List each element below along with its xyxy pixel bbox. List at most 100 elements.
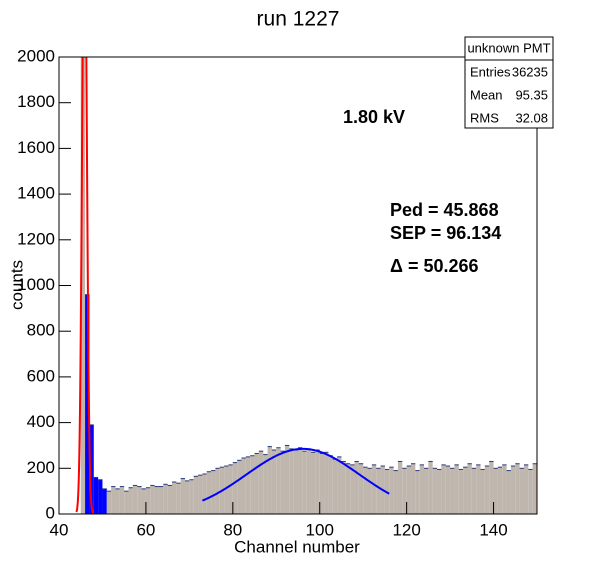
x-tick-label: 80 [223, 520, 242, 539]
bar [119, 486, 125, 514]
bar [276, 447, 281, 514]
bar [154, 486, 159, 514]
bar [232, 462, 238, 514]
stats-label: Mean [470, 87, 503, 102]
bar [493, 468, 498, 514]
y-tick-label: 0 [46, 503, 55, 522]
bar [176, 483, 181, 514]
bar [263, 454, 268, 514]
stats-value: 95.35 [515, 87, 548, 102]
bar [185, 480, 190, 514]
y-tick-label: 800 [27, 321, 55, 340]
bar [211, 470, 216, 514]
bar [102, 488, 107, 514]
bar [419, 464, 425, 514]
bar [324, 452, 329, 514]
bar [202, 474, 207, 514]
bar [437, 469, 442, 514]
bar [128, 487, 133, 514]
annotation: SEP = 96.134 [390, 223, 501, 243]
bar [80, 57, 86, 514]
x-tick-label: 60 [136, 520, 155, 539]
bar [328, 455, 333, 514]
bar [302, 451, 307, 514]
bar [528, 469, 533, 514]
bar [371, 464, 377, 514]
bar [467, 463, 472, 514]
bar [319, 453, 325, 514]
y-tick-label: 400 [27, 412, 55, 431]
bar [450, 468, 455, 514]
bar [337, 456, 342, 514]
bar [250, 455, 255, 514]
bar [189, 479, 194, 514]
stats-value: 36235 [512, 64, 548, 79]
stats-title: unknown PMT [467, 40, 550, 55]
x-tick-label: 140 [479, 520, 507, 539]
bar [132, 485, 138, 514]
bar [376, 468, 381, 514]
bar [293, 450, 298, 514]
bar [106, 491, 112, 514]
bar [489, 461, 494, 514]
bar [315, 450, 320, 514]
bar [415, 470, 420, 514]
bar [258, 451, 264, 514]
bar [145, 487, 151, 514]
bar [341, 461, 346, 514]
bar [171, 482, 177, 514]
annotation: Δ = 50.266 [390, 256, 479, 276]
bar [193, 476, 199, 514]
bar [458, 469, 464, 514]
bar [224, 466, 229, 514]
bar [245, 456, 251, 514]
bar [289, 448, 294, 514]
bar [424, 468, 429, 514]
stats-label: RMS [470, 110, 499, 125]
bar [532, 463, 537, 514]
bar [89, 424, 94, 514]
stats-box [464, 36, 554, 129]
bar [180, 478, 186, 514]
bar [476, 464, 481, 514]
bar [163, 484, 168, 514]
bar [137, 486, 142, 514]
bar [523, 464, 529, 514]
stats-value: 32.08 [515, 110, 548, 125]
bar [363, 467, 368, 514]
bar [111, 486, 116, 514]
bar [141, 488, 146, 514]
y-tick-label: 1200 [17, 229, 55, 248]
x-tick-label: 40 [50, 520, 69, 539]
bar [471, 468, 477, 514]
bar [406, 466, 411, 514]
bar [241, 458, 246, 514]
bar [463, 467, 468, 514]
bar [158, 486, 164, 514]
x-tick-label: 100 [306, 520, 334, 539]
bar [480, 469, 485, 514]
annotation: 1.80 kV [343, 107, 405, 127]
bar [267, 446, 272, 514]
bar [206, 471, 212, 514]
bar [402, 468, 407, 514]
bar [298, 447, 303, 514]
bar [354, 461, 359, 514]
bar [98, 479, 103, 514]
bar [150, 485, 155, 514]
bar [519, 468, 524, 514]
x-tick-label: 120 [392, 520, 420, 539]
fit-curve [75, 57, 95, 514]
bar [432, 468, 438, 514]
annotation: Ped = 45.868 [390, 200, 499, 220]
bar [332, 459, 338, 514]
bar [215, 468, 220, 514]
y-tick-label: 1800 [17, 92, 55, 111]
bar [428, 461, 433, 514]
chart-title: run 1227 [257, 8, 340, 31]
bar [271, 450, 277, 514]
bar [306, 448, 312, 514]
bar [124, 491, 129, 514]
bar [484, 466, 490, 514]
